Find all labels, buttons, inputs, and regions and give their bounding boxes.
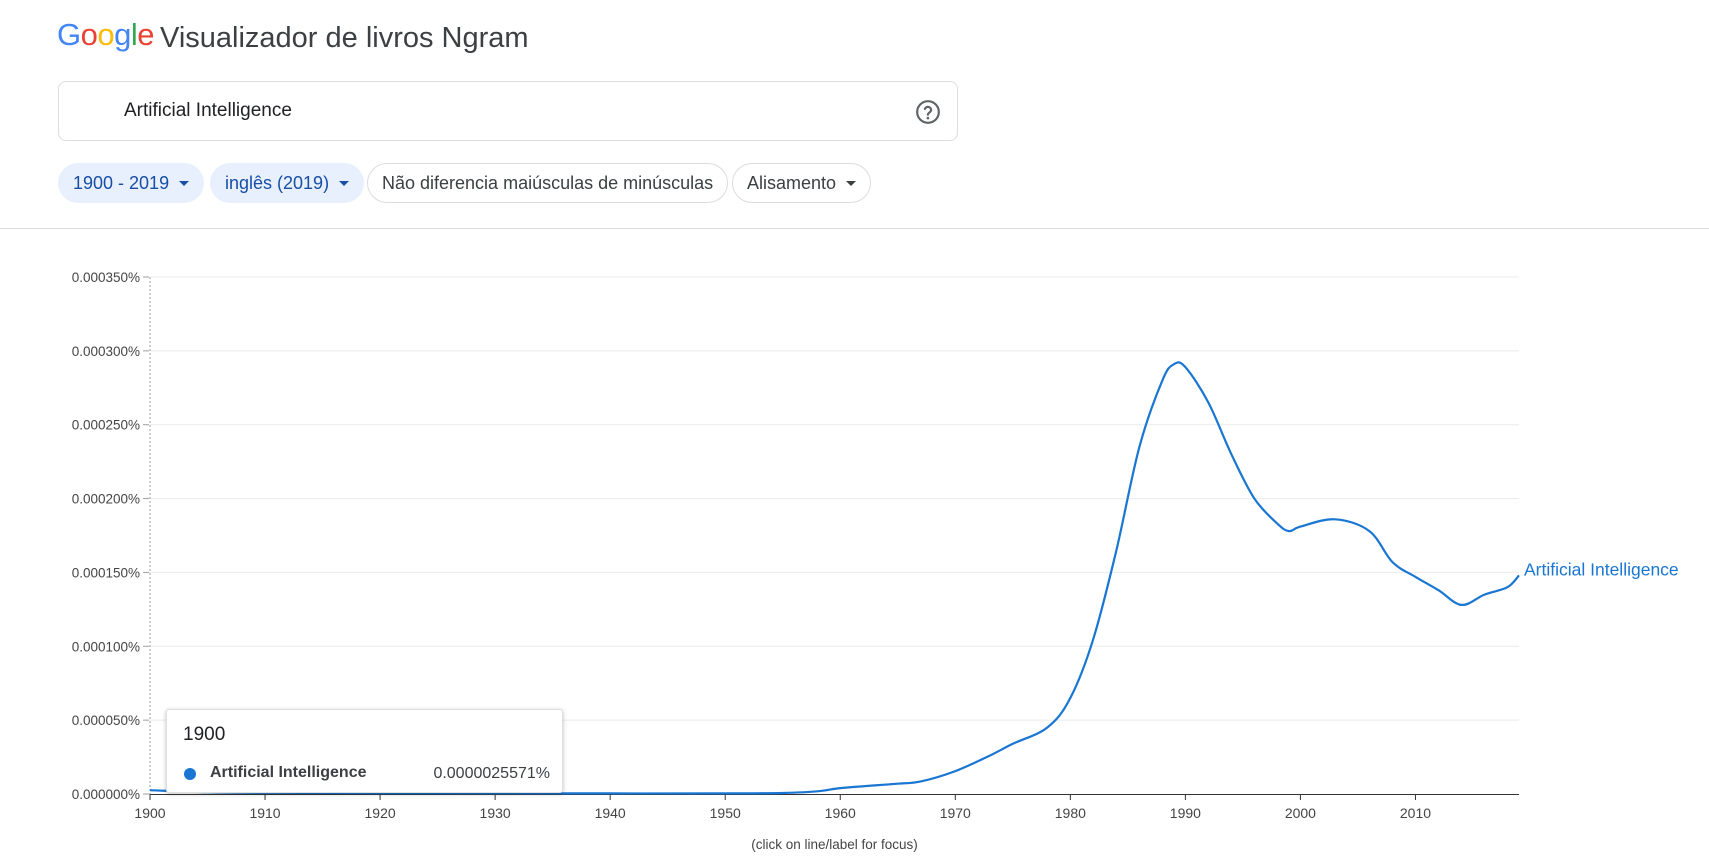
x-tick-label: 1960 <box>825 805 856 821</box>
y-tick-label: 0.000200% <box>72 492 140 507</box>
x-tick-label: 1900 <box>134 805 165 821</box>
y-tick-label: 0.000150% <box>72 565 140 580</box>
help-circle-icon[interactable] <box>915 99 941 125</box>
x-tick-label: 1920 <box>365 805 396 821</box>
logo-letter: o <box>97 17 115 52</box>
y-tick-label: 0.000250% <box>72 418 140 433</box>
app-title: Visualizador de livros Ngram <box>160 22 529 54</box>
chart-footnote: (click on line/label for focus) <box>751 837 918 852</box>
x-tick-label: 1910 <box>249 805 280 821</box>
caret-down-icon <box>179 180 190 186</box>
tooltip-year: 1900 <box>183 724 226 745</box>
series-end-label[interactable]: Artificial Intelligence <box>1524 559 1679 579</box>
y-tick-label: 0.000300% <box>72 344 140 359</box>
series-line[interactable] <box>149 361 1520 795</box>
header: Google Visualizador de livros Ngram 1900… <box>0 0 1709 229</box>
logo-letter: l <box>130 17 138 52</box>
logo-letter: e <box>137 17 155 52</box>
tooltip-value: 0.0000025571% <box>433 765 550 782</box>
x-tick-label: 1940 <box>595 805 626 821</box>
x-tick-label: 2010 <box>1400 805 1431 821</box>
caret-down-icon <box>339 180 350 186</box>
ngram-chart[interactable]: 0.000000% 0.000050% 0.000100% 0.000150% 0.00… <box>0 240 1709 866</box>
x-tick-label: 1970 <box>940 805 971 821</box>
year-range-label: 1900 - 2019 <box>73 173 170 193</box>
google-logo[interactable]: Google <box>57 17 155 53</box>
x-tick-label: 2000 <box>1285 805 1316 821</box>
x-tick-label: 1950 <box>710 805 741 821</box>
hover-tooltip: 1900 Artificial Intelligence 0.000002557… <box>166 709 563 793</box>
smoothing-label: Alisamento <box>747 173 837 193</box>
series-dot-icon <box>184 768 196 780</box>
y-tick-label: 0.000000% <box>72 787 140 802</box>
year-range-dropdown[interactable]: 1900 - 2019 <box>58 163 205 203</box>
caret-down-icon <box>846 180 857 186</box>
smoothing-dropdown[interactable]: Alisamento <box>732 163 872 203</box>
corpus-dropdown[interactable]: inglês (2019) <box>210 163 365 203</box>
tooltip-series-name: Artificial Intelligence <box>210 764 367 781</box>
x-tick-label: 1930 <box>480 805 511 821</box>
search-box <box>58 81 958 141</box>
x-tick-label: 1980 <box>1055 805 1086 821</box>
x-tick-label: 1990 <box>1170 805 1201 821</box>
case-insensitive-toggle[interactable]: Não diferencia maiúsculas de minúsculas <box>367 163 729 203</box>
logo-letter: G <box>57 17 81 52</box>
logo-letter: g <box>114 17 131 52</box>
y-tick-label: 0.000050% <box>72 713 140 728</box>
search-input[interactable] <box>59 82 899 140</box>
case-insensitive-label: Não diferencia maiúsculas de minúsculas <box>382 173 714 193</box>
y-tick-label: 0.000100% <box>72 639 140 654</box>
y-tick-label: 0.000350% <box>72 270 140 285</box>
logo-letter: o <box>80 17 98 52</box>
corpus-label: inglês (2019) <box>225 173 330 193</box>
